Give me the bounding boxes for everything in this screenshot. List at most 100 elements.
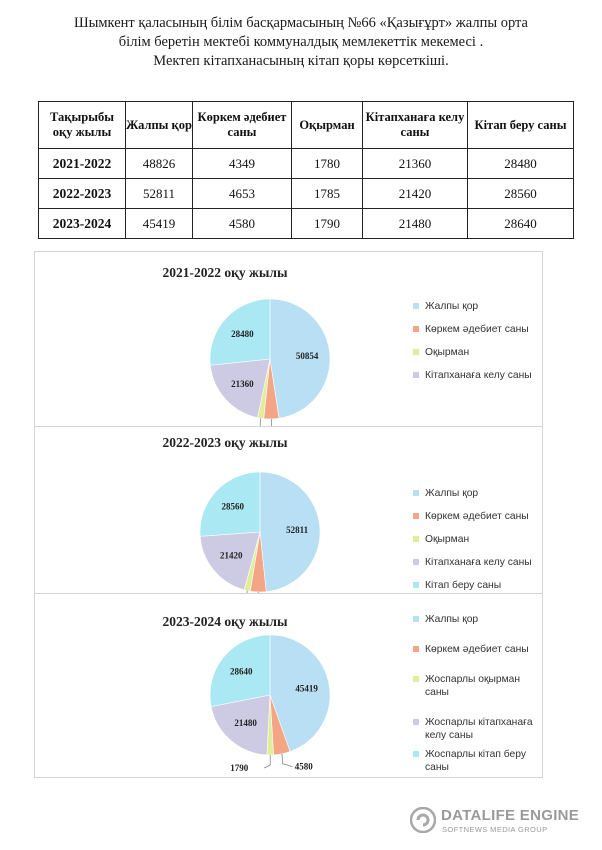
chart-legend: Жалпы қор Көркем әдебиет саны Оқырман Кі… xyxy=(413,300,535,392)
table-cell: 28480 xyxy=(467,148,574,179)
table-cell: 52811 xyxy=(125,178,193,209)
legend-label: Кітапханаға келу саны xyxy=(425,557,532,568)
legend-label: Кітапханаға келу саны xyxy=(425,370,532,381)
data-label: 45419 xyxy=(295,684,318,694)
legend-item: Жалпы қор xyxy=(413,300,535,313)
pie-slice xyxy=(209,298,271,366)
legend-swatch xyxy=(413,490,419,496)
legend-item: Жоспарлы кітап беру саны xyxy=(413,748,538,774)
column-header: Кітап беру саны xyxy=(467,101,574,149)
chart-legend: Жалпы қор Көркем әдебиет саны Оқырман Кі… xyxy=(413,487,532,602)
table-cell: 21420 xyxy=(362,178,468,209)
table-cell: 4349 xyxy=(192,148,292,179)
legend-label: Жоспарлы кітапханаға келу саны xyxy=(425,717,533,741)
legend-swatch xyxy=(413,303,419,309)
legend-label: Жоспарлы оқырман саны xyxy=(425,674,521,698)
legend-label: Жоспарлы кітап беру саны xyxy=(425,749,527,773)
data-label: 52811 xyxy=(286,525,309,535)
pie-slice xyxy=(209,634,271,707)
leader-line xyxy=(264,754,271,769)
chart-panel-2023-2024: 2023-2024 оқу жылы 45419 4580 1790 21480 286… xyxy=(34,593,543,778)
table-cell: 1780 xyxy=(291,148,363,179)
table-cell: 4653 xyxy=(192,178,292,209)
leader-line xyxy=(281,753,293,768)
data-label: 28560 xyxy=(222,502,245,512)
heading-line-2: білім беретін мектебі коммуналдық мемлек… xyxy=(118,34,484,50)
dle-logo-icon xyxy=(410,807,436,833)
legend-label: Жалпы қор xyxy=(425,301,479,312)
pie-slice xyxy=(269,298,331,419)
legend-swatch xyxy=(413,372,419,378)
data-label: 28640 xyxy=(230,666,253,676)
column-header: Жалпы қор xyxy=(125,101,193,149)
watermark-subtitle: SOFTNEWS MEDIA GROUP xyxy=(442,825,548,834)
legend-item: Кітап беру саны xyxy=(413,579,532,592)
legend-swatch xyxy=(413,513,419,519)
table-cell: 1785 xyxy=(291,178,363,209)
column-header: Оқырман xyxy=(291,101,363,149)
pie-slice xyxy=(199,471,261,537)
pie-slice xyxy=(209,358,271,419)
legend-swatch xyxy=(413,326,419,332)
legend-swatch xyxy=(413,646,419,652)
legend-item: Оқырман xyxy=(413,533,532,546)
pie-chart-2021-2022: 50854434917802136028480 xyxy=(209,298,331,437)
chart-panel-2022-2023: 2022-2023 оқу жылы 528114653178521420285… xyxy=(34,426,543,610)
legend-label: Көркем әдебиет саны xyxy=(425,511,529,522)
legend-swatch xyxy=(413,582,419,588)
legend-label: Жалпы қор xyxy=(425,488,479,499)
data-label: 21480 xyxy=(234,718,257,728)
data-label: 4580 xyxy=(295,762,314,772)
data-label: 1790 xyxy=(230,763,249,773)
pie-slice xyxy=(199,531,261,591)
table-cell: 28560 xyxy=(467,178,574,209)
chart-title: 2022-2023 оқу жылы xyxy=(162,435,288,450)
chart-title: 2021-2022 оқу жылы xyxy=(162,265,288,280)
table-row: 2023-2024 45419 4580 1790 21480 28640 xyxy=(38,208,574,239)
table-row: 2022-2023 52811 4653 1785 21420 28560 xyxy=(38,178,574,209)
chart-title: 2023-2024 оқу жылы xyxy=(162,614,288,629)
data-label: 50854 xyxy=(296,351,319,361)
legend-item: Кітапханаға келу саны xyxy=(413,556,532,569)
table-cell: 2022-2023 xyxy=(38,178,126,209)
legend-label: Оқырман xyxy=(425,534,470,545)
legend-item: Оқырман xyxy=(413,346,535,359)
legend-swatch xyxy=(413,751,419,757)
legend-item: Көркем әдебиет саны xyxy=(413,643,538,656)
legend-swatch xyxy=(413,676,419,682)
legend-swatch xyxy=(413,719,419,725)
table-cell: 45419 xyxy=(125,208,193,239)
legend-item: Жоспарлы кітапханаға келу саны xyxy=(413,716,538,742)
table-cell: 48826 xyxy=(125,148,193,179)
legend-item: Жалпы қор xyxy=(413,613,538,626)
legend-item: Жоспарлы оқырман саны xyxy=(413,673,538,699)
legend-label: Оқырман xyxy=(425,347,470,358)
table-cell: 2023-2024 xyxy=(38,208,126,239)
heading-line-1: Шымкент қаласының білім басқармасының №6… xyxy=(74,15,528,31)
watermark-name: DATALIFE ENGINE xyxy=(441,807,580,824)
legend-item: Жалпы қор xyxy=(413,487,532,500)
data-label: 28480 xyxy=(231,329,254,339)
column-header: Көркем әдебиет саны xyxy=(192,101,292,149)
data-label: 21360 xyxy=(231,379,254,389)
pie-slice xyxy=(259,471,321,593)
column-header: Тақырыбы оқу жылы xyxy=(38,101,126,149)
legend-item: Кітапханаға келу саны xyxy=(413,369,535,382)
chart-panel-2021-2022: 2021-2022 оқу жылы 508544349178021360284… xyxy=(34,251,543,437)
data-label: 21420 xyxy=(220,551,243,561)
heading-line-3: Мектеп кітапханасының кітап қоры көрсетк… xyxy=(153,53,449,69)
table-header-row: Тақырыбы оқу жылы Жалпы қор Көркем әдеби… xyxy=(38,101,574,149)
page-heading: Шымкент қаласының білім басқармасының №6… xyxy=(0,14,602,71)
legend-swatch xyxy=(413,559,419,565)
chart-legend: Жалпы қор Көркем әдебиет саны Жоспарлы о… xyxy=(413,613,538,784)
pie-chart-2023-2024: 45419 4580 1790 21480 28640 xyxy=(209,634,331,773)
table-cell: 21360 xyxy=(362,148,468,179)
column-header: Кітапханаға келу саны xyxy=(362,101,468,149)
table-cell: 21480 xyxy=(362,208,468,239)
legend-item: Көркем әдебиет саны xyxy=(413,510,532,523)
table-cell: 4580 xyxy=(192,208,292,239)
table-cell: 1790 xyxy=(291,208,363,239)
legend-swatch xyxy=(413,349,419,355)
table-cell: 28640 xyxy=(467,208,574,239)
